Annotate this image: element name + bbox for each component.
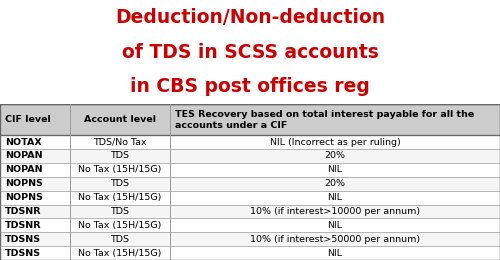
Bar	[0, 218, 500, 232]
Text: Account level: Account level	[84, 115, 156, 124]
Text: No Tax (15H/15G): No Tax (15H/15G)	[78, 165, 162, 174]
Text: NIL: NIL	[328, 249, 342, 258]
Bar	[0, 135, 500, 149]
Text: in CBS post offices reg: in CBS post offices reg	[130, 77, 370, 96]
Text: CIF level: CIF level	[5, 115, 51, 124]
Text: TDS: TDS	[110, 235, 130, 244]
Bar	[0, 163, 500, 177]
Text: NOPNS: NOPNS	[5, 193, 43, 202]
Text: 10% (if interest>10000 per annum): 10% (if interest>10000 per annum)	[250, 207, 420, 216]
Text: Deduction/Non-deduction: Deduction/Non-deduction	[115, 8, 385, 27]
Text: 20%: 20%	[324, 179, 345, 188]
Text: NIL: NIL	[328, 193, 342, 202]
Bar	[0, 104, 500, 135]
Text: 20%: 20%	[324, 152, 345, 160]
Text: NOTAX: NOTAX	[5, 138, 42, 147]
Text: TDSNR: TDSNR	[5, 207, 42, 216]
Text: NOPAN: NOPAN	[5, 165, 43, 174]
Text: NIL: NIL	[328, 165, 342, 174]
Text: TES Recovery based on total interest payable for all the
accounts under a CIF: TES Recovery based on total interest pay…	[175, 109, 474, 130]
Text: NIL: NIL	[328, 221, 342, 230]
Bar	[0, 232, 500, 246]
Text: NOPAN: NOPAN	[5, 152, 43, 160]
Bar	[0, 205, 500, 218]
Bar	[0, 246, 500, 260]
Text: NOPNS: NOPNS	[5, 179, 43, 188]
Bar	[0, 191, 500, 205]
Text: TDSNR: TDSNR	[5, 221, 42, 230]
Text: No Tax (15H/15G): No Tax (15H/15G)	[78, 249, 162, 258]
Text: TDS: TDS	[110, 152, 130, 160]
Text: TDSNS: TDSNS	[5, 235, 41, 244]
Text: NIL (Incorrect as per ruling): NIL (Incorrect as per ruling)	[270, 138, 400, 147]
Text: TDS: TDS	[110, 179, 130, 188]
Text: TDS: TDS	[110, 207, 130, 216]
Bar	[0, 177, 500, 191]
Text: No Tax (15H/15G): No Tax (15H/15G)	[78, 221, 162, 230]
Text: 10% (if interest>50000 per annum): 10% (if interest>50000 per annum)	[250, 235, 420, 244]
Text: No Tax (15H/15G): No Tax (15H/15G)	[78, 193, 162, 202]
Text: of TDS in SCSS accounts: of TDS in SCSS accounts	[122, 42, 378, 62]
Text: TDSNS: TDSNS	[5, 249, 41, 258]
Text: TDS/No Tax: TDS/No Tax	[93, 138, 147, 147]
Bar	[0, 149, 500, 163]
